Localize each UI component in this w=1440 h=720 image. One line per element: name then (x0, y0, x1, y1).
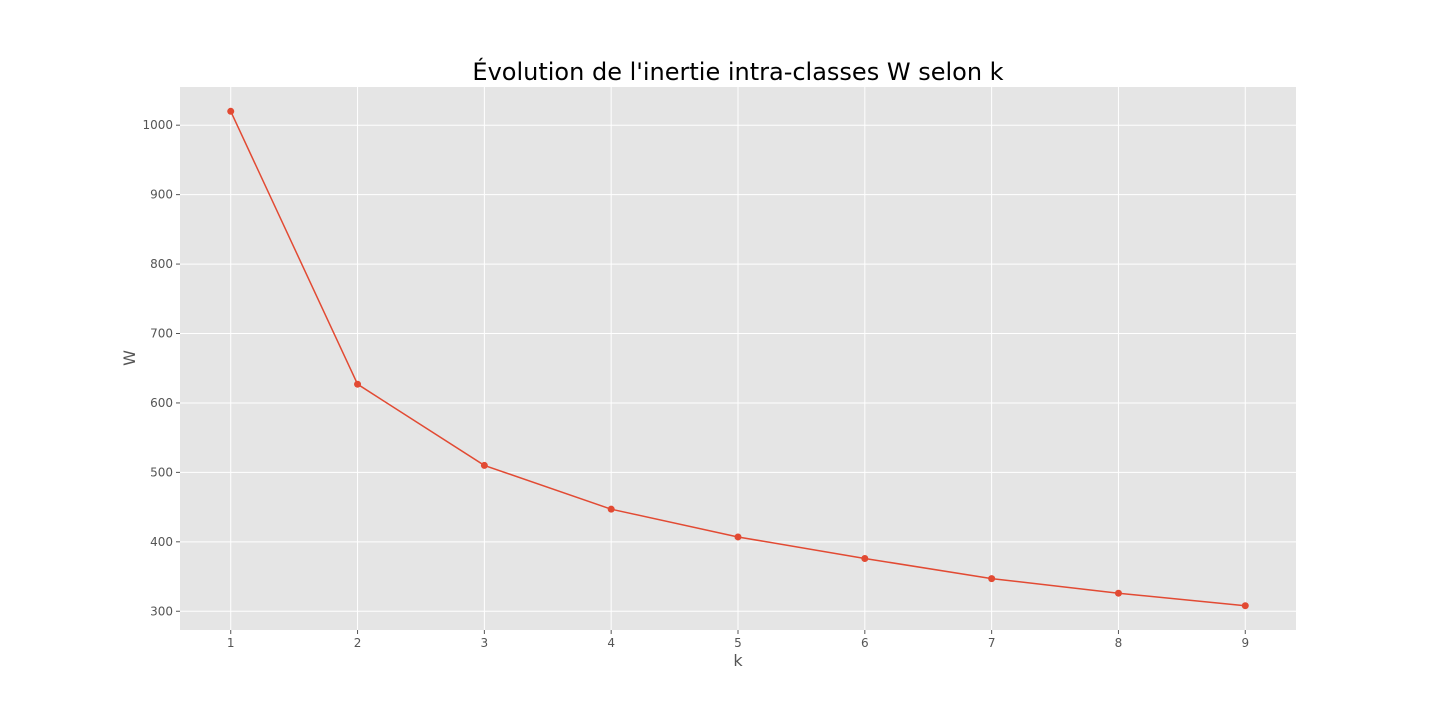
y-tick-label: 400 (150, 535, 173, 549)
data-point (861, 554, 869, 562)
x-tick-label: 3 (481, 636, 489, 650)
y-tick-label: 1000 (142, 118, 173, 132)
data-point (1241, 602, 1249, 610)
y-tick-label: 700 (150, 327, 173, 341)
data-point (988, 575, 996, 583)
x-tick-label: 6 (861, 636, 869, 650)
data-point (1114, 589, 1122, 597)
data-point (734, 533, 742, 541)
y-axis-ticks: 300 400 500 600 700 800 900 1000 (142, 118, 180, 618)
data-point (354, 380, 362, 388)
y-axis-label: W (120, 350, 139, 366)
x-axis-label: k (733, 651, 743, 670)
x-tick-label: 1 (227, 636, 235, 650)
grid (180, 87, 1296, 630)
x-tick-label: 4 (607, 636, 615, 650)
data-point (227, 107, 235, 115)
y-tick-label: 600 (150, 396, 173, 410)
data-point (480, 461, 488, 469)
x-tick-label: 7 (988, 636, 996, 650)
data-point (607, 505, 615, 513)
y-tick-label: 500 (150, 465, 173, 479)
y-tick-label: 900 (150, 188, 173, 202)
x-tick-label: 9 (1241, 636, 1249, 650)
chart-title: Évolution de l'inertie intra-classes W s… (472, 57, 1003, 86)
x-tick-label: 5 (734, 636, 742, 650)
x-tick-label: 2 (354, 636, 362, 650)
x-tick-label: 8 (1115, 636, 1123, 650)
x-axis-ticks: 1 2 3 4 5 6 7 8 9 (227, 630, 1249, 650)
y-tick-label: 800 (150, 257, 173, 271)
series-group (227, 107, 1249, 610)
y-tick-label: 300 (150, 604, 173, 618)
